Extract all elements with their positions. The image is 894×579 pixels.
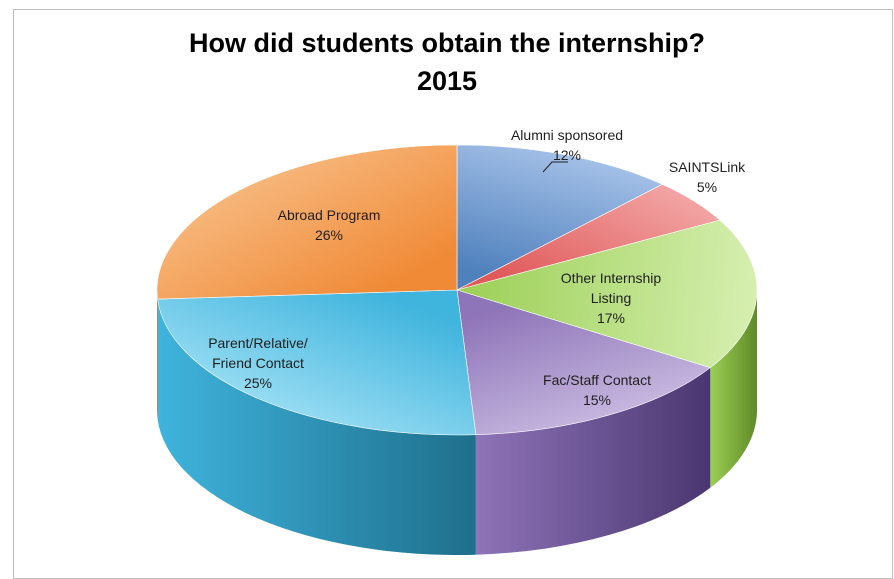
- slice-percent: 26%: [315, 227, 343, 243]
- chart-title-line-1: How did students obtain the internship?: [189, 28, 705, 58]
- slice-percent: 15%: [583, 392, 611, 408]
- slice-label-parent-relative-friend-contact: Parent/Relative/Friend Contact 25%: [208, 335, 308, 391]
- chart-title-line-2: 2015: [416, 66, 478, 96]
- pie-slice-parent-relative-friend-contact: [157, 289, 477, 436]
- pie-side-other-internship-listing: [710, 290, 757, 488]
- pie-side-fac-staff-contact: [475, 367, 711, 555]
- slice-label-other-internship-listing: Other Internship Listing 17%: [561, 270, 662, 326]
- pie-slice-other-internship-listing: [455, 219, 758, 369]
- pie-slice-abroad-program: [156, 144, 458, 300]
- pie-tops: [156, 144, 758, 436]
- pie-sides: [157, 290, 757, 555]
- slice-percent: 17%: [597, 310, 625, 326]
- alumni-leader-line: [542, 161, 568, 173]
- chart-title: How did students obtain the internship? …: [0, 24, 894, 100]
- slice-label-abroad-program: Abroad Program 26%: [278, 207, 381, 243]
- slice-percent: 12%: [553, 147, 581, 163]
- pie-side-parent-relative-friend-contact: [157, 299, 476, 555]
- slice-percent: 5%: [697, 179, 717, 195]
- slice-percent: 25%: [244, 375, 272, 391]
- slice-label-saintslink: SAINTSLink 5%: [669, 159, 746, 195]
- pie-side-abroad-program: [157, 290, 158, 420]
- pie-labels: Alumni sponsored 12% SAINTSLink 5% Other Int…: [208, 127, 746, 408]
- slice-label-fac-staff-contact: Fac/Staff Contact 15%: [543, 372, 651, 408]
- slice-label-alumni-sponsored: Alumni sponsored 12%: [511, 127, 623, 163]
- pie-slice-alumni-sponsored: [456, 144, 664, 291]
- pie-slice-fac-staff-contact: [456, 289, 711, 436]
